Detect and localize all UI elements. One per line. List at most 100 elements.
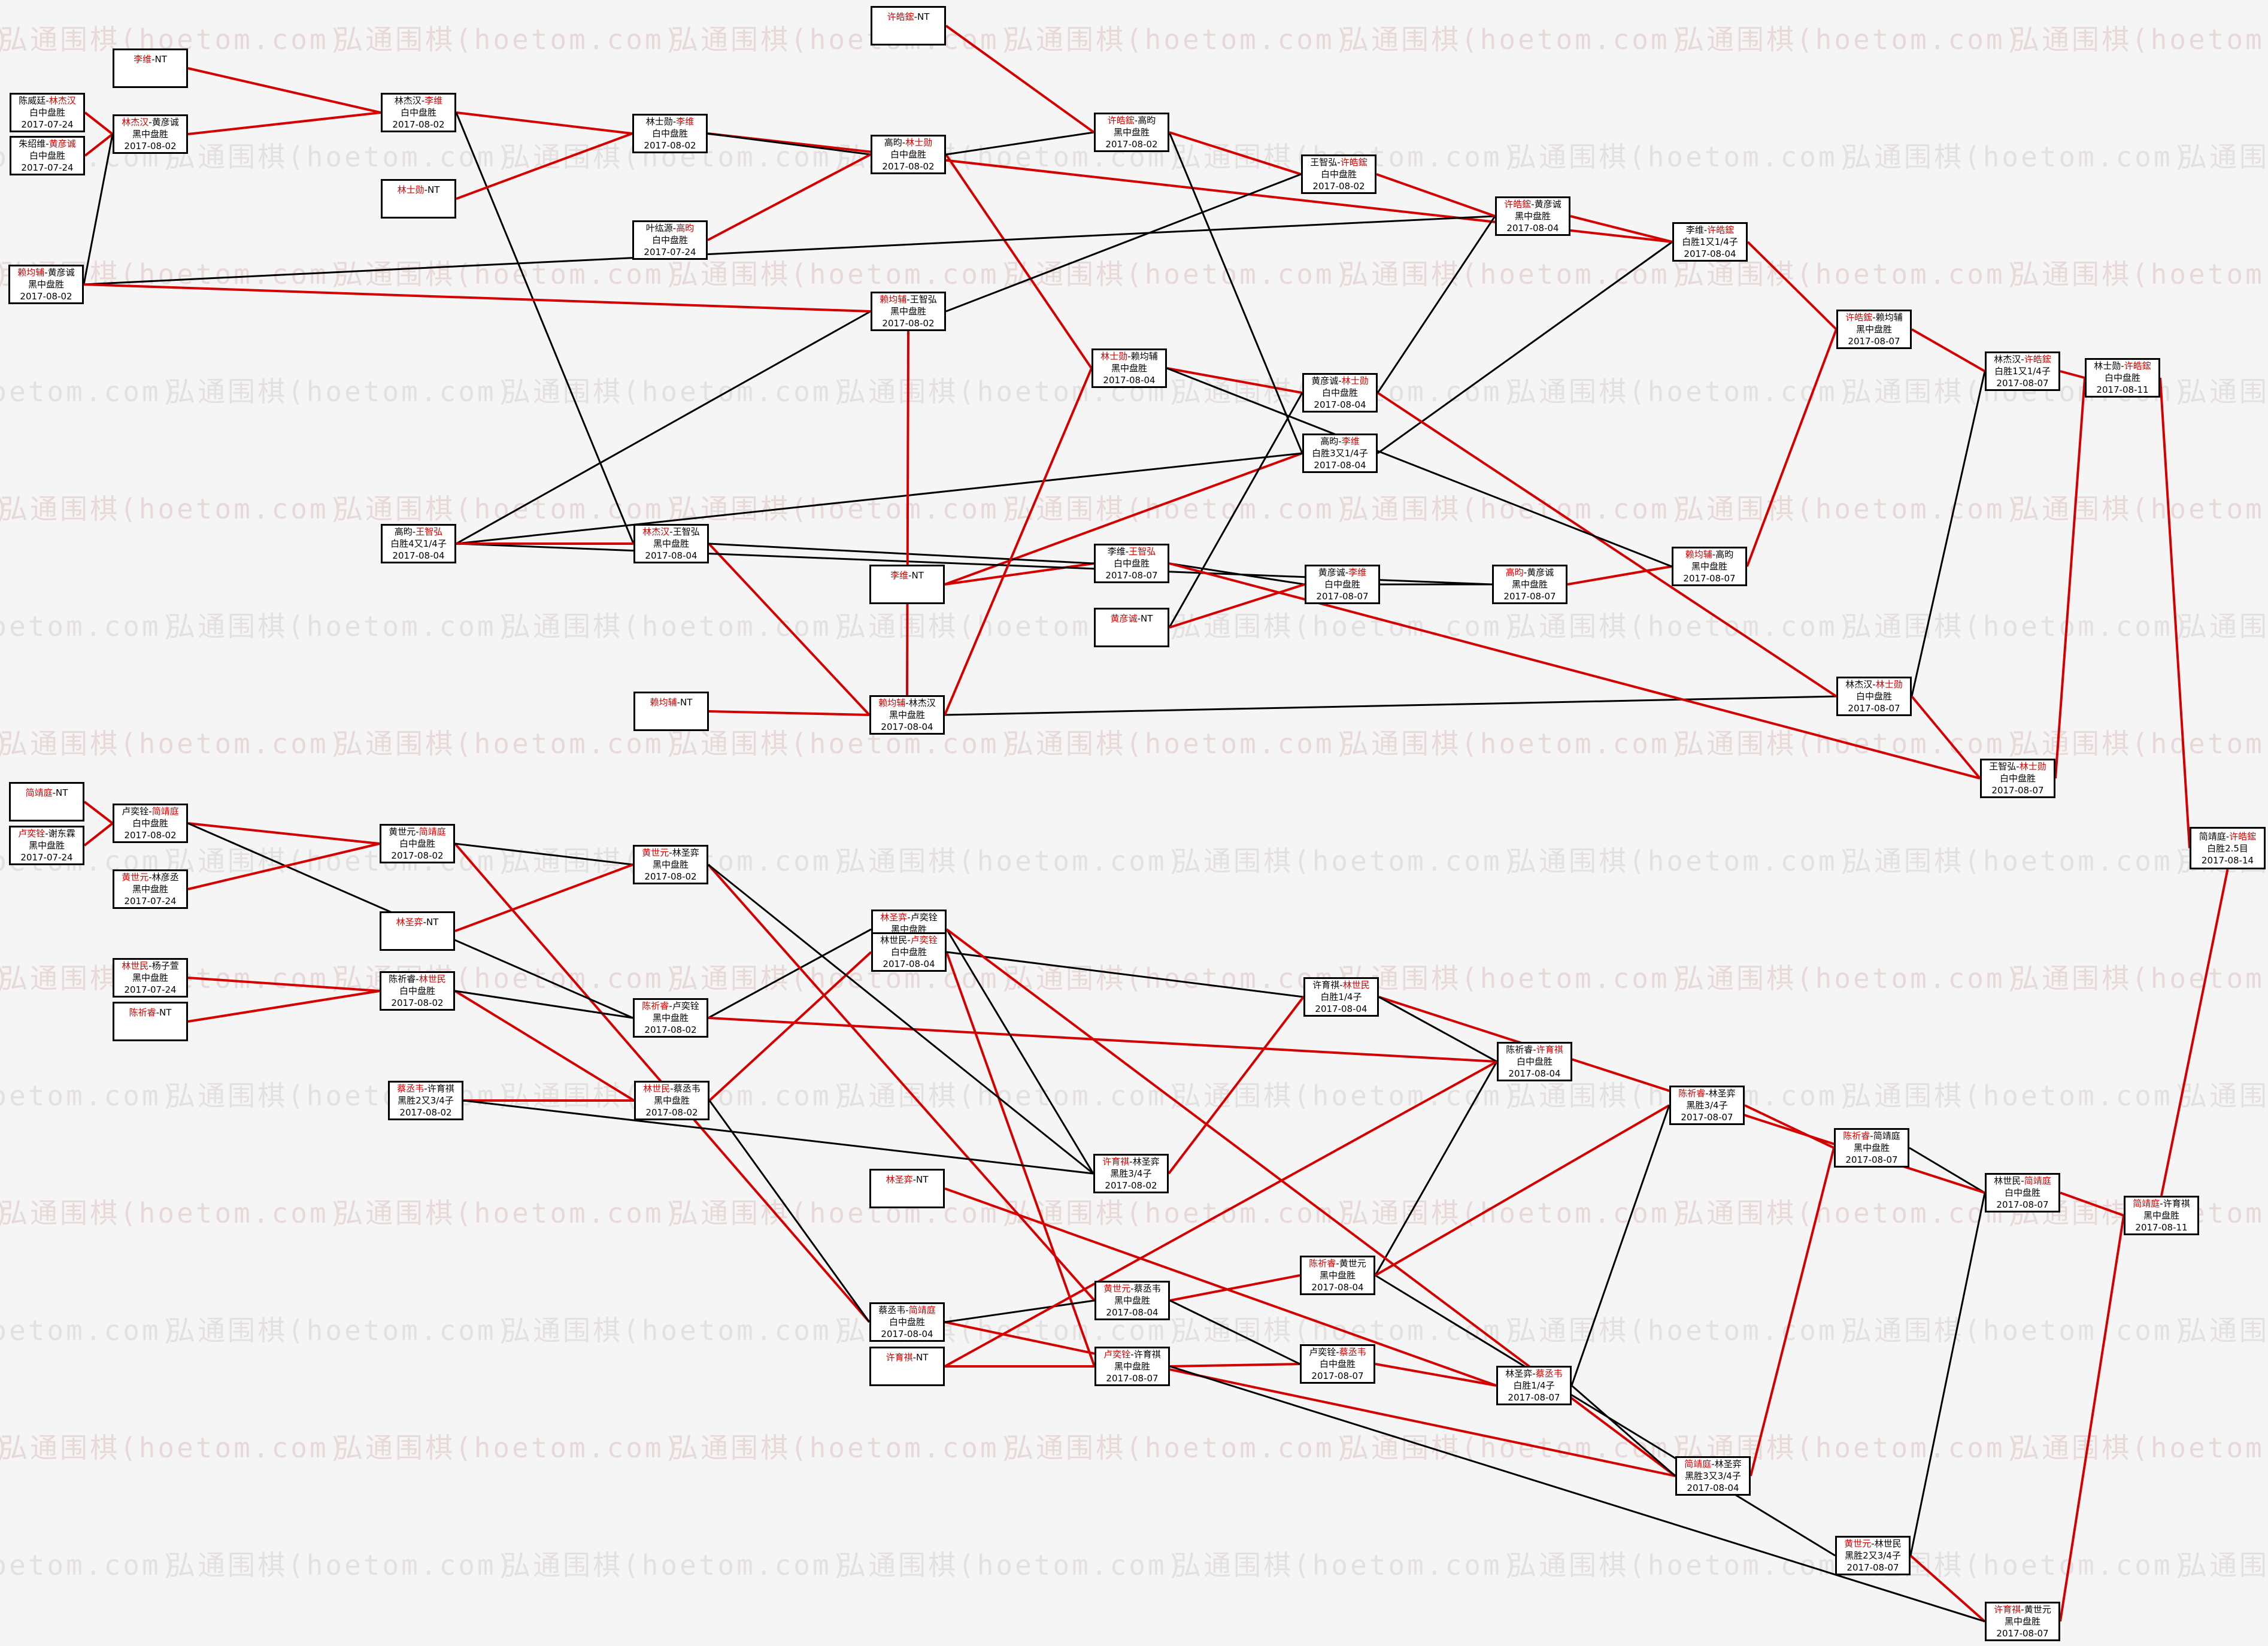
match-box-n17[interactable]: 林士勋-许皓鋐 白中盘胜 2017-08-11 bbox=[2085, 358, 2160, 398]
match-box-n53[interactable]: 许育祺-林圣弈 黑胜3/4子 2017-08-02 bbox=[1093, 1154, 1169, 1193]
match-box-n10[interactable]: 叶纮源-高昀 白中盘胜 2017-07-24 bbox=[632, 220, 708, 260]
match-box-n60[interactable]: 卢奕铨-蔡丞韦 白中盘胜 2017-08-07 bbox=[1300, 1344, 1375, 1384]
match-box-n55[interactable]: 蔡丞韦-简靖庭 白中盘胜 2017-08-04 bbox=[869, 1302, 945, 1342]
match-box-n41[interactable]: 陈祈睿-NT bbox=[113, 1002, 188, 1041]
match-box-n38[interactable]: 卢奕铨-简靖庭 白中盘胜 2017-08-02 bbox=[113, 804, 188, 843]
bye-label: NT bbox=[426, 917, 439, 927]
match-box-n11[interactable]: 许皓鋐-高昀 黑中盘胜 2017-08-02 bbox=[1094, 113, 1169, 152]
watermark-text: 弘通围棋(hoetom.com) bbox=[1006, 258, 1354, 290]
match-box-n14[interactable]: 李维-许皓鋐 白胜1又1/4子 2017-08-04 bbox=[1672, 222, 1748, 262]
match-box-n50[interactable]: 林世民-卢奕铨 白中盘胜 2017-08-04 bbox=[871, 932, 947, 972]
match-box-n54[interactable]: 林圣弈-NT bbox=[869, 1169, 945, 1208]
player-name: 林士勋 bbox=[2094, 360, 2121, 371]
match-box-n27[interactable]: 李维-王智弘 白中盘胜 2017-08-07 bbox=[1094, 544, 1169, 583]
match-box-n12[interactable]: 王智弘-许皓鋐 白中盘胜 2017-08-02 bbox=[1301, 154, 1376, 194]
match-box-n02[interactable]: 陈威廷-林杰汉 白中盘胜 2017-07-24 bbox=[10, 93, 85, 132]
match-box-n15[interactable]: 许皓鋐-赖均辅 黑中盘胜 2017-08-07 bbox=[1836, 310, 1912, 349]
match-date: 2017-08-02 bbox=[644, 140, 696, 151]
player-name: 林士勋 bbox=[645, 116, 673, 127]
watermark-text: 弘通围棋(hoetom.com) bbox=[0, 1080, 180, 1112]
match-box-n03[interactable]: 朱绍维-黄彦诚 白中盘胜 2017-07-24 bbox=[10, 136, 85, 175]
match-box-n04[interactable]: 林杰汉-黄彦诚 黑中盘胜 2017-08-02 bbox=[113, 114, 188, 154]
match-players: 林圣弈-卢奕铨 bbox=[880, 912, 938, 923]
match-box-n48[interactable]: 林世民-蔡丞韦 黑中盘胜 2017-08-02 bbox=[634, 1081, 709, 1120]
match-box-n07[interactable]: 许皓鋐-NT bbox=[871, 6, 946, 46]
player-name-winner: 许皓鋐 bbox=[1340, 157, 1368, 168]
match-box-n08[interactable]: 林士勋-李维 白中盘胜 2017-08-02 bbox=[632, 114, 708, 153]
match-box-n46[interactable]: 黄世元-林圣弈 黑中盘胜 2017-08-02 bbox=[633, 845, 708, 884]
connector-line-black bbox=[455, 112, 635, 544]
match-box-n33[interactable]: 赖均辅-林杰汉 黑中盘胜 2017-08-04 bbox=[869, 695, 945, 735]
match-box-n28[interactable]: 黄彦诚-NT bbox=[1094, 608, 1169, 647]
watermark-text: 弘通围棋(hoetom.com) bbox=[1509, 845, 1857, 877]
match-box-n21[interactable]: 林士勋-赖均辅 黑中盘胜 2017-08-04 bbox=[1091, 348, 1167, 388]
player-name-winner: 林士勋 bbox=[1341, 375, 1369, 386]
match-result: 白胜1/4子 bbox=[1513, 1380, 1555, 1391]
match-box-n62[interactable]: 陈祈睿-林圣弈 黑胜3/4子 2017-08-07 bbox=[1669, 1086, 1745, 1125]
match-box-n19[interactable]: 赖均辅-黄彦诚 黑中盘胜 2017-08-02 bbox=[8, 265, 84, 304]
match-box-n42[interactable]: 黄世元-简靖庭 白中盘胜 2017-08-02 bbox=[380, 824, 455, 863]
match-box-n63[interactable]: 陈祈睿-简靖庭 黑中盘胜 2017-08-07 bbox=[1834, 1128, 1909, 1168]
match-result: 黑胜2又3/4子 bbox=[1845, 1550, 1901, 1561]
match-box-n65[interactable]: 林世民-简靖庭 白中盘胜 2017-08-07 bbox=[1985, 1173, 2060, 1212]
match-box-n20[interactable]: 赖均辅-王智弘 黑中盘胜 2017-08-02 bbox=[871, 292, 946, 331]
match-box-n51[interactable]: 许育祺-林世民 白胜1/4子 2017-08-04 bbox=[1303, 977, 1379, 1017]
match-box-n09[interactable]: 高昀-林士勋 白中盘胜 2017-08-02 bbox=[871, 135, 946, 174]
match-box-n52[interactable]: 陈祈睿-许育祺 白中盘胜 2017-08-04 bbox=[1497, 1042, 1572, 1081]
match-box-n06[interactable]: 林士勋-NT bbox=[381, 179, 456, 219]
match-box-n30[interactable]: 高昀-黄彦诚 黑中盘胜 2017-08-07 bbox=[1492, 565, 1567, 604]
match-result: 黑中盘胜 bbox=[132, 884, 168, 895]
match-box-n59[interactable]: 陈祈睿-黄世元 黑中盘胜 2017-08-04 bbox=[1300, 1256, 1375, 1295]
match-box-n44[interactable]: 陈祈睿-林世民 白中盘胜 2017-08-02 bbox=[380, 971, 455, 1011]
player-name: 李维 bbox=[1107, 546, 1126, 557]
match-players: 许皓鋐-黄彦诚 bbox=[1504, 199, 1561, 210]
player-name-winner: 李维 bbox=[134, 54, 152, 65]
player-name-winner: 李维 bbox=[890, 570, 909, 581]
match-box-n67[interactable]: 黄世元-林世民 黑胜2又3/4子 2017-08-07 bbox=[1835, 1536, 1911, 1575]
match-players: 叶纮源-高昀 bbox=[645, 223, 695, 234]
match-box-n25[interactable]: 林杰汉-王智弘 黑中盘胜 2017-08-04 bbox=[633, 524, 709, 563]
match-date: 2017-07-24 bbox=[20, 852, 73, 863]
player-name: 蔡丞韦 bbox=[878, 1305, 906, 1315]
match-box-n22[interactable]: 黄彦诚-林士勋 白中盘胜 2017-08-04 bbox=[1302, 373, 1378, 413]
match-box-n18[interactable]: 简靖庭-许皓鋐 白胜2.5目 2017-08-14 bbox=[2190, 827, 2266, 869]
match-box-n26[interactable]: 李维-NT bbox=[869, 565, 945, 604]
match-box-n05[interactable]: 林杰汉-李维 白中盘胜 2017-08-02 bbox=[381, 93, 456, 132]
match-box-n32[interactable]: 赖均辅-NT bbox=[633, 692, 709, 731]
connector-line-red bbox=[187, 990, 380, 1023]
match-box-n56[interactable]: 许育祺-NT bbox=[869, 1347, 945, 1386]
match-box-n68[interactable]: 许育祺-黄世元 黑中盘胜 2017-08-07 bbox=[1985, 1602, 2060, 1641]
player-name-winner: 林士勋 bbox=[1100, 351, 1128, 362]
match-box-n24[interactable]: 高昀-王智弘 白胜4又1/4子 2017-08-04 bbox=[381, 524, 456, 563]
match-box-n36[interactable]: 简靖庭-NT bbox=[9, 782, 84, 822]
bye-label: NT bbox=[154, 54, 167, 65]
match-box-n29[interactable]: 黄彦诚-李维 白中盘胜 2017-08-07 bbox=[1305, 565, 1380, 604]
watermark-text: 弘通围棋(hoetom.com) bbox=[1006, 1197, 1354, 1229]
player-name-winner: 李维 bbox=[1348, 567, 1367, 578]
match-box-n39[interactable]: 黄世元-林彦丞 黑中盘胜 2017-07-24 bbox=[113, 869, 188, 909]
match-box-n61[interactable]: 林圣弈-蔡丞韦 白胜1/4子 2017-08-07 bbox=[1496, 1366, 1572, 1405]
player-name-winner: 简靖庭 bbox=[1684, 1459, 1712, 1469]
match-box-n16[interactable]: 林杰汉-许皓鋐 白胜1又1/4子 2017-08-07 bbox=[1985, 351, 2060, 391]
match-box-n40[interactable]: 林世民-杨子萱 黑中盘胜 2017-07-24 bbox=[113, 958, 188, 998]
match-box-n01[interactable]: 李维-NT bbox=[113, 48, 188, 88]
match-result: 黑中盘胜 bbox=[890, 924, 927, 935]
match-box-n13[interactable]: 许皓鋐-黄彦诚 黑中盘胜 2017-08-04 bbox=[1495, 196, 1570, 236]
watermark-text: 弘通围棋(hoetom.com) bbox=[838, 845, 1186, 877]
match-box-n34[interactable]: 林杰汉-林士勋 白中盘胜 2017-08-07 bbox=[1836, 677, 1912, 716]
connector-line-black bbox=[1378, 996, 1497, 1063]
match-box-n64[interactable]: 简靖庭-林圣弈 黑胜3又3/4子 2017-08-04 bbox=[1675, 1456, 1751, 1496]
match-box-n35[interactable]: 王智弘-林士勋 白中盘胜 2017-08-07 bbox=[1980, 759, 2055, 798]
watermark-text: 弘通围棋(hoetom.com) bbox=[2012, 727, 2268, 760]
match-box-n57[interactable]: 黄世元-蔡丞韦 黑中盘胜 2017-08-04 bbox=[1094, 1281, 1170, 1320]
match-result: 黑胜3/4子 bbox=[1110, 1168, 1152, 1179]
connector-line-black bbox=[1570, 1105, 1670, 1386]
match-box-n47[interactable]: 陈祈睿-卢奕铨 黑中盘胜 2017-08-02 bbox=[633, 998, 708, 1038]
match-box-n45[interactable]: 蔡丞韦-许育祺 黑胜2又3/4子 2017-08-02 bbox=[388, 1081, 463, 1120]
match-box-n37[interactable]: 卢奕铨-谢东霖 黑中盘胜 2017-07-24 bbox=[9, 826, 84, 865]
match-box-n66[interactable]: 简靖庭-许育祺 黑中盘胜 2017-08-11 bbox=[2124, 1196, 2199, 1235]
match-box-n23[interactable]: 高昀-李维 白胜3又1/4子 2017-08-04 bbox=[1302, 434, 1378, 473]
match-box-n43[interactable]: 林圣弈-NT bbox=[380, 911, 455, 951]
match-box-n31[interactable]: 赖均辅-高昀 黑中盘胜 2017-08-07 bbox=[1672, 547, 1747, 586]
match-box-n58[interactable]: 卢奕铨-许育祺 黑中盘胜 2017-08-07 bbox=[1094, 1347, 1170, 1386]
